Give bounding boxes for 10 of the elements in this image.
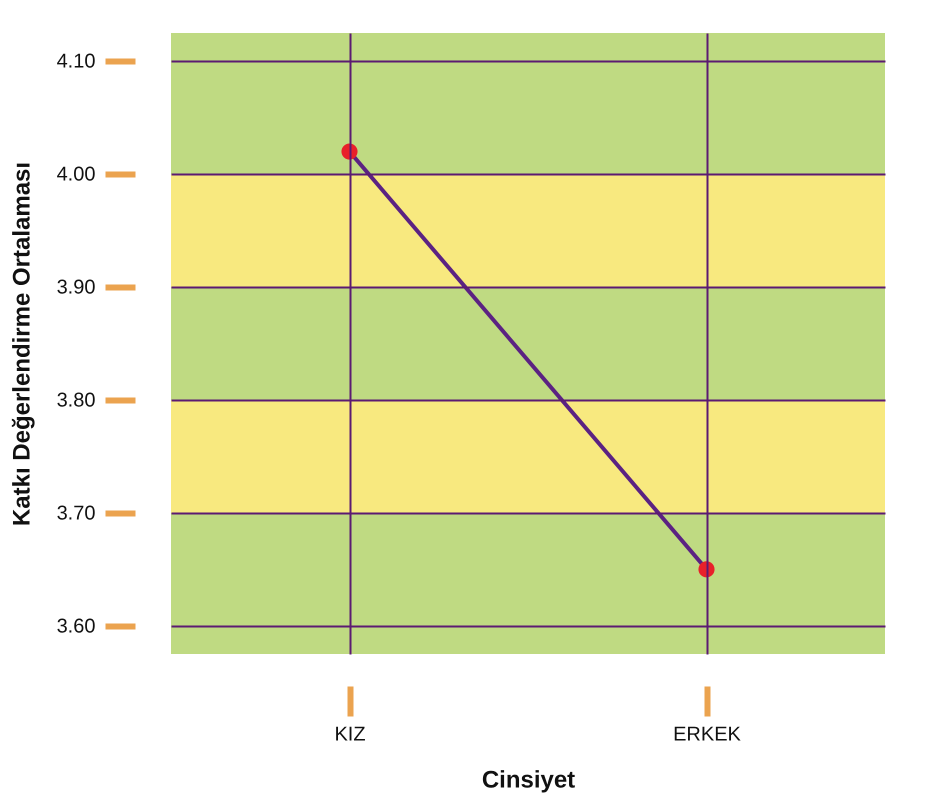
y-tick-label: 4.10 [56,50,96,73]
y-tick-label: 3.90 [56,276,96,299]
y-tick-label: 4.00 [56,164,96,186]
x-axis-title: Cinsiyet [482,766,576,794]
y-tick-label: 3.80 [56,389,96,412]
y-tick-label: 3.60 [56,615,96,638]
x-tick-label: ERKEK [673,724,742,746]
y-axis-title: Katkı Değerlendirme Ortalaması [8,162,36,526]
x-tick-label: KIZ [334,724,366,746]
y-tick-label: 3.70 [56,502,96,524]
